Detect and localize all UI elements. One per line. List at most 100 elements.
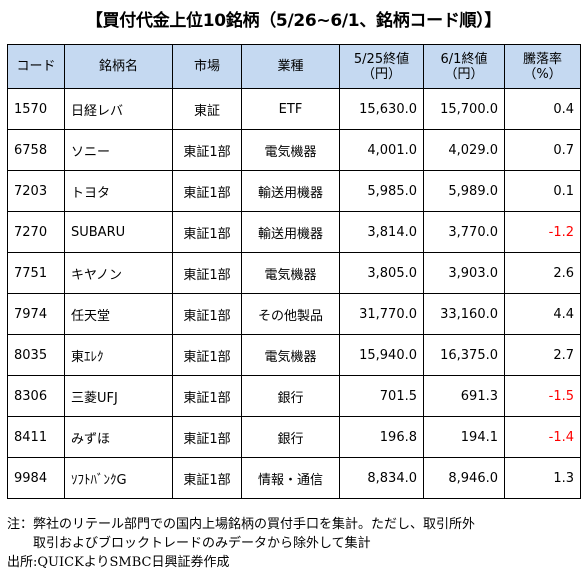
cell-code: 7974 [7,293,65,335]
cell-change: 2.6 [504,252,581,294]
cell-price-0525: 196.8 [339,416,424,458]
cell-price-0601: 8,946.0 [423,457,505,499]
table-row: 1570 日経レバ 東証 ETF 15,630.0 15,700.0 0.4 [7,88,581,130]
table-row: 6758 ソニー 東証1部 電気機器 4,001.0 4,029.0 0.7 [7,129,581,171]
cell-price-0601: 3,770.0 [423,211,505,253]
header-price-0601-unit: （円） [444,66,484,82]
cell-price-0525: 15,940.0 [339,334,424,376]
cell-code: 7203 [7,170,65,212]
top10-table: コード 銘柄名 市場 業種 5/25終値 （円） 6/1終値 （円） 騰落率 （… [7,44,581,499]
header-row: コード 銘柄名 市場 業種 5/25終値 （円） 6/1終値 （円） 騰落率 （… [7,44,581,89]
cell-price-0601: 3,903.0 [423,252,505,294]
cell-code: 6758 [7,129,65,171]
note-line-1: 注：弊社のリテール部門での国内上場銘柄の買付手口を集計。ただし、取引所外 [7,517,476,532]
cell-sector: 銀行 [241,416,340,458]
cell-name: ｿﾌﾄﾊﾞﾝｸG [64,457,173,499]
cell-name: 日経レバ [64,88,173,130]
cell-price-0525: 5,985.0 [339,170,424,212]
cell-price-0601: 691.3 [423,375,505,417]
note-line-2: 取引およびブロックトレードのみデータから除外して集計 [33,536,371,551]
cell-sector: 電気機器 [241,334,340,376]
source-line: 出所:QUICKよりSMBC日興証券作成 [7,555,230,570]
cell-sector: ETF [241,88,340,130]
cell-price-0601: 194.1 [423,416,505,458]
header-price-0525: 5/25終値 （円） [339,44,424,89]
cell-change: 0.1 [504,170,581,212]
cell-name: 任天堂 [64,293,173,335]
header-price-0525-unit: （円） [361,66,401,82]
cell-price-0525: 3,805.0 [339,252,424,294]
cell-price-0601: 15,700.0 [423,88,505,130]
cell-market: 東証1部 [172,375,242,417]
cell-code: 9984 [7,457,65,499]
cell-code: 8306 [7,375,65,417]
header-change: 騰落率 （%） [504,44,581,89]
table-row: 9984 ｿﾌﾄﾊﾞﾝｸG 東証1部 情報・通信 8,834.0 8,946.0… [7,457,581,499]
cell-code: 7270 [7,211,65,253]
table-row: 8035 東ｴﾚｸ 東証1部 電気機器 15,940.0 16,375.0 2.… [7,334,581,376]
cell-name: SUBARU [64,211,173,253]
cell-sector: その他製品 [241,293,340,335]
cell-change: 0.7 [504,129,581,171]
cell-market: 東証1部 [172,252,242,294]
cell-price-0525: 701.5 [339,375,424,417]
cell-market: 東証 [172,88,242,130]
cell-sector: 銀行 [241,375,340,417]
table-title: 【買付代金上位10銘柄（5/26~6/1、銘柄コード順）】 [85,11,502,31]
table-row: 7203 トヨタ 東証1部 輸送用機器 5,985.0 5,989.0 0.1 [7,170,581,212]
cell-sector: 電気機器 [241,129,340,171]
cell-price-0601: 4,029.0 [423,129,505,171]
table-row: 7270 SUBARU 東証1部 輸送用機器 3,814.0 3,770.0 -… [7,211,581,253]
table-row: 8411 みずほ 東証1部 銀行 196.8 194.1 -1.4 [7,416,581,458]
cell-name: 三菱UFJ [64,375,173,417]
cell-change: -1.2 [504,211,581,253]
cell-name: 東ｴﾚｸ [64,334,173,376]
header-code: コード [7,44,65,89]
cell-change: -1.4 [504,416,581,458]
cell-market: 東証1部 [172,293,242,335]
cell-market: 東証1部 [172,334,242,376]
cell-price-0601: 33,160.0 [423,293,505,335]
cell-sector: 輸送用機器 [241,170,340,212]
footnotes: 注：弊社のリテール部門での国内上場銘柄の買付手口を集計。ただし、取引所外 取引お… [7,515,587,572]
cell-change: 2.7 [504,334,581,376]
cell-price-0525: 4,001.0 [339,129,424,171]
cell-market: 東証1部 [172,457,242,499]
cell-name: キヤノン [64,252,173,294]
cell-market: 東証1部 [172,170,242,212]
cell-price-0525: 8,834.0 [339,457,424,499]
cell-name: トヨタ [64,170,173,212]
cell-market: 東証1部 [172,129,242,171]
cell-change: -1.5 [504,375,581,417]
cell-code: 7751 [7,252,65,294]
table-row: 8306 三菱UFJ 東証1部 銀行 701.5 691.3 -1.5 [7,375,581,417]
header-price-0525-label: 5/25終値 [353,51,410,67]
header-price-0601-label: 6/1終値 [440,51,488,67]
cell-sector: 電気機器 [241,252,340,294]
cell-sector: 情報・通信 [241,457,340,499]
cell-price-0525: 15,630.0 [339,88,424,130]
table-row: 7974 任天堂 東証1部 その他製品 31,770.0 33,160.0 4.… [7,293,581,335]
cell-name: みずほ [64,416,173,458]
cell-code: 8035 [7,334,65,376]
cell-name: ソニー [64,129,173,171]
cell-code: 8411 [7,416,65,458]
header-change-unit: （%） [523,66,562,82]
cell-change: 0.4 [504,88,581,130]
cell-market: 東証1部 [172,211,242,253]
cell-price-0601: 16,375.0 [423,334,505,376]
cell-change: 1.3 [504,457,581,499]
cell-price-0601: 5,989.0 [423,170,505,212]
cell-change: 4.4 [504,293,581,335]
header-market: 市場 [172,44,242,89]
header-name: 銘柄名 [64,44,173,89]
cell-code: 1570 [7,88,65,130]
cell-market: 東証1部 [172,416,242,458]
cell-price-0525: 31,770.0 [339,293,424,335]
cell-price-0525: 3,814.0 [339,211,424,253]
table-row: 7751 キヤノン 東証1部 電気機器 3,805.0 3,903.0 2.6 [7,252,581,294]
header-price-0601: 6/1終値 （円） [423,44,505,89]
header-change-label: 騰落率 [522,51,562,67]
cell-sector: 輸送用機器 [241,211,340,253]
header-sector: 業種 [241,44,340,89]
